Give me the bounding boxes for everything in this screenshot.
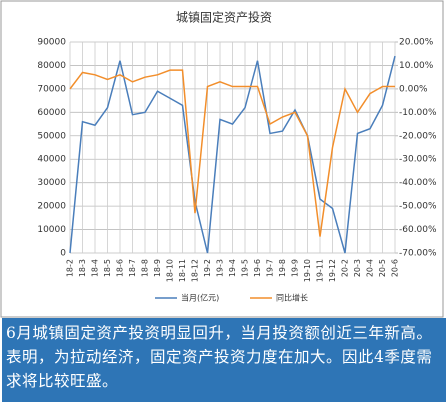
x-tick-label: 19-5 <box>241 259 250 277</box>
y-tick-label: 40000 <box>37 155 66 165</box>
chart-title: 城镇固定资产投资 <box>176 10 272 25</box>
y-tick-label: 20000 <box>37 202 66 212</box>
x-tick-label: 20-3 <box>353 259 362 277</box>
y-tick-label: 0 <box>60 249 66 259</box>
y-tick-label: 60000 <box>37 108 66 118</box>
y2-tick-label: -60.00% <box>399 225 437 235</box>
x-tick-label: 19-9 <box>291 259 300 277</box>
x-tick-label: 19-7 <box>266 259 275 277</box>
x-tick-label: 18-8 <box>141 259 150 277</box>
y-tick-label: 10000 <box>37 225 66 235</box>
legend-label: 同比增长 <box>276 293 308 303</box>
y2-tick-label: 10.00% <box>399 61 434 71</box>
x-tick-label: 19-2 <box>203 259 212 277</box>
x-tick-label: 18-4 <box>91 259 100 277</box>
y2-tick-label: -20.00% <box>399 131 437 141</box>
x-tick-label: 18-10 <box>166 259 175 282</box>
x-tick-label: 20-6 <box>391 259 400 277</box>
y2-tick-label: -40.00% <box>399 178 437 188</box>
x-tick-label: 19-4 <box>228 259 237 277</box>
y-tick-label: 50000 <box>37 131 66 141</box>
x-tick-label: 19-10 <box>303 259 312 282</box>
x-tick-label: 19-6 <box>253 259 262 277</box>
x-tick-label: 18-9 <box>153 259 162 277</box>
x-tick-label: 20-5 <box>378 259 387 277</box>
y2-tick-label: -10.00% <box>399 108 437 118</box>
y2-tick-label: -30.00% <box>399 155 437 165</box>
y2-tick-label: 0.00% <box>399 84 428 94</box>
x-tick-label: 20-4 <box>366 259 375 277</box>
x-tick-label: 18-6 <box>116 259 125 277</box>
x-tick-label: 20-2 <box>341 259 350 277</box>
series-line <box>69 55 396 254</box>
x-tick-label: 19-11 <box>316 259 325 282</box>
y2-tick-label: -50.00% <box>399 202 437 212</box>
x-tick-label: 19-8 <box>278 259 287 277</box>
y-tick-label: 90000 <box>37 38 66 48</box>
y2-tick-label: 20.00% <box>399 38 434 48</box>
x-tick-label: 18-5 <box>103 259 112 277</box>
y-tick-label: 30000 <box>37 178 66 188</box>
x-tick-label: 19-12 <box>328 259 337 282</box>
note: 6月城镇固定资产投资明显回升，当月投资额创近三年新高。表明，为拉动经济，固定资产… <box>2 318 446 402</box>
legend-label: 当月(亿元) <box>181 293 219 303</box>
chart: 城镇固定资产投资 0 10000 20000 30000 40000 50000 60000… <box>0 0 444 318</box>
x-tick-label: 19-3 <box>216 259 225 277</box>
y2-tick-label: -70.00% <box>399 249 437 259</box>
x-tick-label: 18-12 <box>191 259 200 282</box>
series-line <box>69 69 395 237</box>
y-tick-label: 70000 <box>37 84 66 94</box>
x-tick-label: 18-7 <box>128 259 137 277</box>
y-tick-label: 80000 <box>37 61 66 71</box>
x-tick-label: 18-11 <box>178 259 187 282</box>
x-tick-label: 18-2 <box>66 259 75 277</box>
x-tick-label: 18-3 <box>78 259 87 277</box>
